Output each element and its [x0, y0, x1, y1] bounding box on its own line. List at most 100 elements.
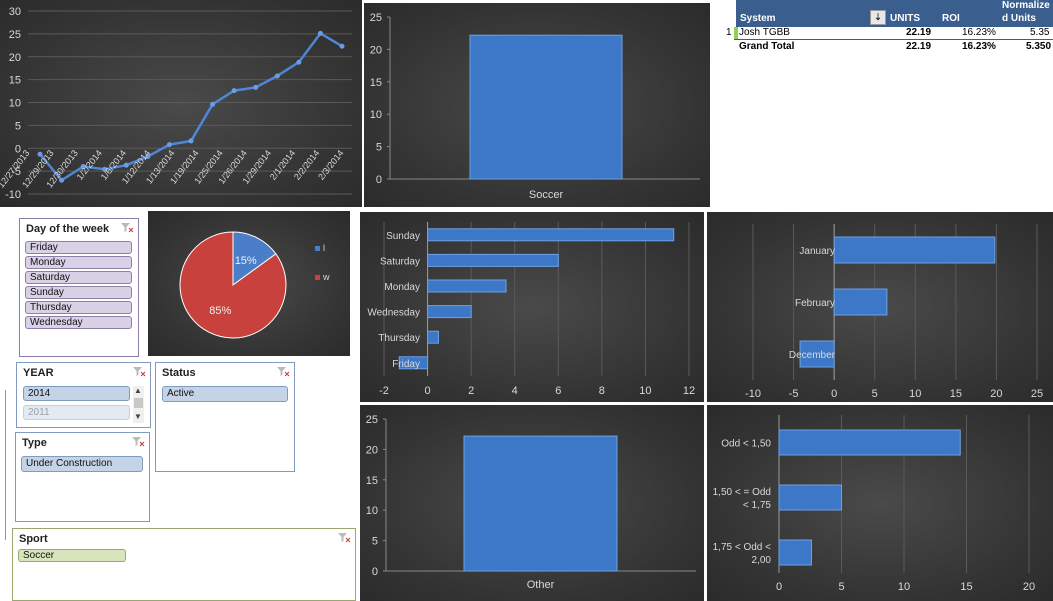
x-category-label: Soccer — [529, 189, 564, 201]
data-point — [102, 166, 108, 172]
slicer-item-saturday[interactable]: Saturday — [25, 271, 132, 284]
sport-column-chart[interactable]: 25 20 15 10 5 0 Soccer — [364, 3, 710, 207]
clear-filter-icon[interactable] — [276, 366, 290, 378]
odds-chart-canvas: 0 5 10 15 20 Odd < 1,50 1,50 < = Odd < 1,75 1,75… — [713, 415, 1035, 593]
slicer-item-friday[interactable]: Friday — [25, 241, 132, 254]
bar — [833, 236, 996, 264]
x-tick-label: 8 — [599, 385, 605, 397]
win-loss-pie-chart[interactable]: 15% 85% l w — [148, 211, 350, 356]
x-tick-label: 25 — [1031, 388, 1043, 400]
y-tick-label: 30 — [9, 6, 21, 18]
y-tick-label: 0 — [372, 566, 378, 578]
data-point — [231, 88, 237, 94]
odds-bar-chart[interactable]: 0 5 10 15 20 Odd < 1,50 1,50 < = Odd < 1,75 1,75… — [707, 405, 1053, 601]
pivot-table: System ⇣ UNITS ROI Normalize d Units 1 J… — [726, 0, 1053, 54]
category-column-chart[interactable]: 25 20 15 10 5 0 Other — [360, 405, 704, 601]
day-of-week-slicer[interactable]: Day of the week Friday Monday Saturday Sund… — [19, 218, 139, 357]
y-tick-label: 15 — [370, 77, 382, 89]
y-tick-label: 5 — [372, 536, 378, 548]
pie-data-label: 15% — [235, 255, 257, 267]
x-tick-label: 0 — [776, 581, 782, 593]
data-point — [80, 164, 86, 170]
y-category-label: 2,00 — [752, 555, 772, 566]
data-point — [274, 73, 280, 79]
y-category-label: January — [799, 246, 835, 257]
month-chart-canvas: -10 -5 0 5 10 15 20 25 January February December — [745, 224, 1043, 400]
y-category-label: Monday — [384, 282, 420, 293]
clear-filter-icon[interactable] — [131, 436, 145, 448]
filter-dropdown-icon[interactable]: ⇣ — [870, 10, 886, 25]
offscreen-slicer-edge — [0, 390, 6, 540]
y-tick-label: 10 — [9, 98, 21, 110]
pivot-header-system: System — [740, 13, 776, 24]
y-category-label: Saturday — [380, 256, 420, 267]
clear-filter-icon[interactable] — [337, 532, 351, 544]
month-bar-chart[interactable]: -10 -5 0 5 10 15 20 25 January February December — [707, 212, 1053, 402]
day-of-week-bar-chart[interactable]: -2 0 2 4 6 8 10 12 Sunday Saturday Monday Wednesday… — [360, 212, 704, 402]
cumulative-units-line-chart[interactable]: 30 25 20 15 10 5 0 -5 -10 12/27/2013 12/29/2013 12/… — [0, 0, 362, 207]
data-point — [210, 101, 216, 107]
x-tick-label: 5 — [872, 388, 878, 400]
pivot-header-units: UNITS — [890, 13, 920, 24]
slicer-item-soccer[interactable]: Soccer — [18, 549, 126, 562]
pivot-row-normalized: 5.35 — [1030, 27, 1050, 38]
slicer-item-wednesday[interactable]: Wednesday — [25, 316, 132, 329]
grand-total-units: 22.19 — [906, 41, 932, 52]
clear-filter-icon[interactable] — [120, 222, 134, 234]
slicer-item-sunday[interactable]: Sunday — [25, 286, 132, 299]
data-point — [253, 84, 259, 90]
day-chart-canvas: -2 0 2 4 6 8 10 12 Sunday Saturday Monday Wednesday… — [367, 222, 695, 397]
x-tick-label: 10 — [639, 385, 651, 397]
scroll-down-icon[interactable]: ▼ — [134, 412, 142, 421]
x-tick-label: 15 — [950, 388, 962, 400]
scroll-up-icon[interactable]: ▲ — [134, 386, 142, 395]
pivot-row-roi: 16.23% — [962, 27, 996, 38]
day-slicer-title: Day of the week — [26, 223, 110, 235]
type-slicer-title: Type — [22, 437, 47, 449]
year-slicer[interactable]: YEAR 2014 2011 ▲ ▼ — [16, 362, 151, 428]
x-tick-label: 4 — [512, 385, 518, 397]
pivot-row-index: 1 — [726, 27, 732, 38]
slicer-item-active[interactable]: Active — [162, 386, 288, 402]
bar — [427, 253, 559, 267]
sport-slicer-title: Sport — [19, 533, 48, 545]
row-indicator — [734, 27, 738, 39]
legend-swatch — [315, 246, 320, 251]
clear-filter-icon[interactable] — [132, 366, 146, 378]
scroll-thumb[interactable] — [134, 398, 143, 408]
bar — [427, 228, 675, 242]
year-slicer-scrollbar[interactable]: ▲ ▼ — [133, 386, 144, 423]
x-tick-label: 10 — [898, 581, 910, 593]
x-tick-label: 2 — [468, 385, 474, 397]
x-tick-label: -2 — [379, 385, 389, 397]
data-point — [317, 30, 323, 36]
slicer-item-2014[interactable]: 2014 — [23, 386, 130, 401]
y-tick-label: 10 — [366, 505, 378, 517]
slicer-item-under-construction[interactable]: Under Construction — [21, 456, 143, 472]
legend-swatch — [315, 275, 320, 280]
x-tick-label: 6 — [555, 385, 561, 397]
y-tick-label: 20 — [366, 444, 378, 456]
slicer-item-monday[interactable]: Monday — [25, 256, 132, 269]
x-category-label: Other — [527, 579, 555, 591]
x-tick-label: 20 — [1023, 581, 1035, 593]
y-tick-label: 5 — [376, 142, 382, 154]
data-point — [188, 138, 194, 144]
sport-slicer[interactable]: Sport Soccer — [12, 528, 356, 601]
line-chart-canvas: 302520151050-5-1012/27/201312/29/201312/… — [0, 6, 352, 201]
y-tick-label: 25 — [366, 414, 378, 426]
y-category-label: Sunday — [386, 231, 420, 242]
bar — [778, 429, 961, 456]
y-tick-label: 25 — [9, 29, 21, 41]
slicer-item-thursday[interactable]: Thursday — [25, 301, 132, 314]
y-category-label: Wednesday — [367, 308, 420, 319]
slicer-item-2011[interactable]: 2011 — [23, 405, 130, 420]
y-category-label: Friday — [392, 359, 420, 370]
type-slicer[interactable]: Type Under Construction — [15, 432, 150, 522]
y-tick-label: 0 — [15, 143, 21, 155]
status-slicer[interactable]: Status Active — [155, 362, 295, 472]
y-category-label: Odd < 1,50 — [721, 439, 771, 450]
pivot-data-row[interactable]: 1 Josh TGBB 22.19 16.23% 5.35 — [726, 27, 1053, 40]
data-point — [59, 177, 65, 183]
grand-total-normalized: 5.350 — [1026, 41, 1052, 52]
